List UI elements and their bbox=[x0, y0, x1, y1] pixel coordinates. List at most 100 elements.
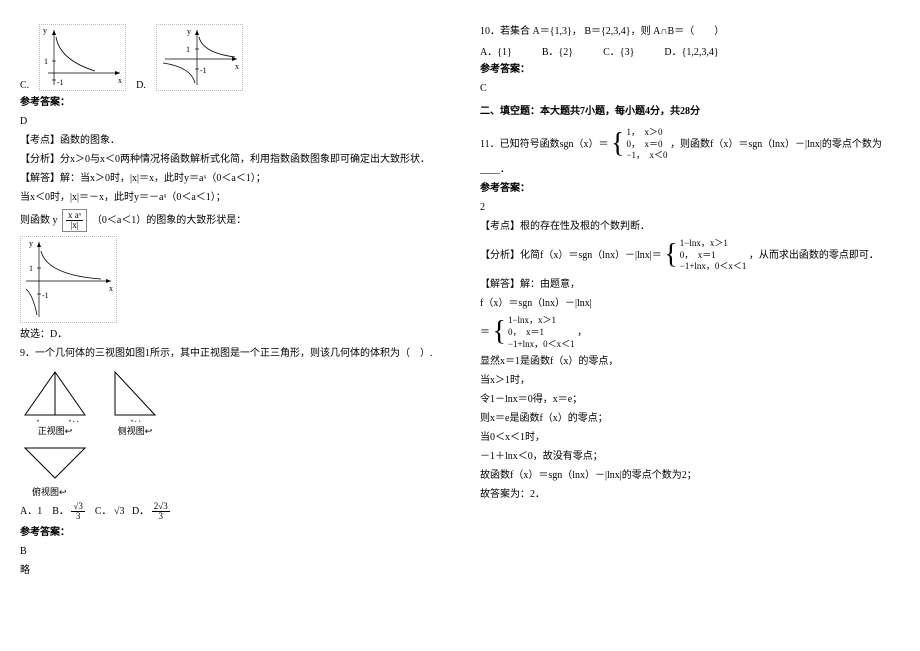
q11-cases: 1， x＞0 0， x＝0 −1， x＜0 bbox=[626, 127, 667, 162]
opt-b-den: 3 bbox=[71, 512, 84, 521]
fx-c2: 0， x＝1 bbox=[680, 250, 716, 260]
right-column: 10．若集合 A＝{1,3}， B＝{2,3,4}，则 A∩B＝（ ） A．{1… bbox=[480, 20, 900, 582]
q10-options: A．{1} B．{2} C．{3} D．{1,2,3,4} bbox=[480, 43, 900, 58]
r-l7: 则x＝e是函数f（x）的零点； bbox=[480, 411, 900, 426]
opt-c-pre: C． bbox=[95, 506, 112, 517]
brace-icon-3: { bbox=[493, 321, 506, 343]
svg-text:-1: -1 bbox=[42, 291, 49, 300]
opt-b-frac: √3 3 bbox=[71, 502, 84, 521]
gu-xuan: 故选：D． bbox=[20, 327, 440, 342]
svg-text:1: 1 bbox=[36, 418, 40, 422]
answer-label-2: 参考答案： bbox=[20, 525, 440, 540]
page-root: C. y x 1 -1 D. bbox=[20, 20, 900, 582]
answer-value-2: B bbox=[20, 544, 440, 559]
r-l9: －1＋lnx＜0，故没有零点； bbox=[480, 449, 900, 464]
l3-c1: 1−lnx，x＞1 bbox=[508, 315, 556, 325]
top-view-svg bbox=[20, 443, 90, 483]
graph-options-cd: C. y x 1 -1 D. bbox=[20, 24, 440, 91]
svg-text:y: y bbox=[43, 26, 47, 35]
graph-c: y x 1 -1 bbox=[39, 24, 126, 91]
q10-d: D．{1,2,3,4} bbox=[664, 43, 718, 58]
svg-text:1: 1 bbox=[44, 57, 48, 66]
func-den: |x| bbox=[66, 221, 83, 230]
r-l10: 故函数f（x）＝sgn（lnx）－|lnx|的零点个数为2； bbox=[480, 468, 900, 483]
kaodian-2: 【考点】根的存在性及根的个数判断． bbox=[480, 219, 900, 234]
l3-cases: 1−lnx，x＞1 0， x＝1 −1+lnx，0＜x＜1 bbox=[508, 315, 575, 350]
section-2-title: 二、填空题：本大题共7小题，每小题4分，共28分 bbox=[480, 104, 900, 119]
brace-icon: { bbox=[611, 133, 624, 155]
graph-c-svg: y x 1 -1 bbox=[40, 25, 125, 90]
jieda-1a: 【解答】解：当x＞0时，|x|＝x，此时y＝aˣ（0＜a＜1）； bbox=[20, 171, 440, 186]
fenxi-pre: 【分析】化简f（x）＝sgn（lnx）－|lnx|＝ bbox=[480, 250, 662, 261]
fenxi-2: 【分析】化简f（x）＝sgn（lnx）－|lnx|＝ { 1−lnx，x＞1 0… bbox=[480, 238, 900, 273]
q11-brace-block: { 1， x＞0 0， x＝0 −1， x＜0 bbox=[611, 127, 668, 162]
graph-merged: 1 -1 y x bbox=[20, 236, 117, 323]
r-l5: 当x＞1时， bbox=[480, 373, 900, 388]
left-column: C. y x 1 -1 D. bbox=[20, 20, 440, 582]
q10-c: C．{3} bbox=[603, 43, 634, 58]
graph-merged-svg: 1 -1 y x bbox=[21, 237, 116, 322]
q10-a: A．{1} bbox=[480, 43, 512, 58]
jieda-1b: 当x＜0时，|x|＝－x，此时y＝－aˣ（0＜a＜1）； bbox=[20, 190, 440, 205]
l3-post: ， bbox=[577, 327, 587, 338]
answer-label-3: 参考答案： bbox=[480, 62, 900, 77]
func-post: （0＜a＜1）的图象的大致形状是： bbox=[92, 215, 246, 226]
r-l2: f（x）＝sgn（lnx）－|lnx| bbox=[480, 296, 900, 311]
r-l8: 当0＜x＜1时， bbox=[480, 430, 900, 445]
func-fraction: x aˣ |x| bbox=[66, 211, 83, 230]
main-view-label: 正视图↩ bbox=[20, 424, 90, 437]
opt-d-den: 3 bbox=[152, 512, 170, 521]
l3-brace-block: { 1−lnx，x＞1 0， x＝1 −1+lnx，0＜x＜1 bbox=[493, 315, 575, 350]
q11-c1: 1， x＞0 bbox=[626, 127, 662, 137]
svg-text:x: x bbox=[118, 76, 122, 85]
q9-options: A．1 B． √3 3 C． √3 D． 2√3 3 bbox=[20, 502, 440, 521]
svg-text:x: x bbox=[109, 284, 113, 293]
fenxi-brace-block: { 1−lnx，x＞1 0， x＝1 −1+lnx，0＜x＜1 bbox=[664, 238, 746, 273]
fx-c3: −1+lnx，0＜x＜1 bbox=[680, 261, 747, 271]
brace-icon-2: { bbox=[664, 244, 677, 266]
q11-c3: −1， x＜0 bbox=[626, 150, 667, 160]
svg-text:1: 1 bbox=[29, 264, 33, 273]
side-view-svg: 1↩ bbox=[110, 367, 160, 422]
opt-d-frac: 2√3 3 bbox=[152, 502, 170, 521]
r-l11: 故答案为：2． bbox=[480, 487, 900, 502]
kaodian-1: 【考点】函数的图象． bbox=[20, 133, 440, 148]
q11-line: 11．已知符号函数sgn（x）＝ { 1， x＞0 0， x＝0 −1， x＜0… bbox=[480, 127, 900, 177]
side-view: 1↩ 侧视图↩ bbox=[110, 367, 160, 437]
func-line: 则函数 y x aˣ |x| （0＜a＜1）的图象的大致形状是： bbox=[20, 209, 440, 232]
svg-text:1: 1 bbox=[186, 45, 190, 54]
q10-text: 10．若集合 A＝{1,3}， B＝{2,3,4}，则 A∩B＝（ ） bbox=[480, 24, 900, 39]
q11-pre: 11．已知符号函数sgn（x）＝ bbox=[480, 139, 609, 150]
main-view-svg: 1 1↩ bbox=[20, 367, 90, 422]
main-view: 1 1↩ 正视图↩ bbox=[20, 367, 90, 437]
r-l4: 显然x＝1是函数f（x）的零点， bbox=[480, 354, 900, 369]
svg-text:-1: -1 bbox=[200, 66, 207, 75]
svg-text:-1: -1 bbox=[57, 78, 64, 87]
r-l6: 令1－lnx＝0得，x＝e； bbox=[480, 392, 900, 407]
q9-text: 9．一个几何体的三视图如图1所示，其中正视图是一个正三角形，则该几何体的体积为（… bbox=[20, 346, 440, 361]
l3-c2: 0， x＝1 bbox=[508, 327, 544, 337]
r-l3: ＝ { 1−lnx，x＞1 0， x＝1 −1+lnx，0＜x＜1 ， bbox=[480, 315, 900, 350]
opt-b-pre: B． bbox=[52, 506, 69, 517]
tri-row-1: 1 1↩ 正视图↩ 1↩ 侧视图↩ bbox=[20, 367, 440, 437]
l3-eq: ＝ bbox=[480, 327, 490, 338]
answer-label-4: 参考答案： bbox=[480, 181, 900, 196]
func-pre: 则函数 y bbox=[20, 215, 58, 226]
opt-c-val: √3 bbox=[114, 506, 125, 517]
svg-text:x: x bbox=[235, 62, 239, 71]
fenxi-post: ，从而求出函数的零点即可． bbox=[749, 250, 879, 261]
q11-c2: 0， x＝0 bbox=[626, 139, 662, 149]
answer-value-3: C bbox=[480, 81, 900, 96]
fx-c1: 1−lnx，x＞1 bbox=[680, 238, 728, 248]
answer-value-1: D bbox=[20, 114, 440, 129]
graph-d: 1 -1 y x bbox=[156, 24, 243, 91]
fenxi-cases: 1−lnx，x＞1 0， x＝1 −1+lnx，0＜x＜1 bbox=[680, 238, 747, 273]
option-d-label: D. bbox=[136, 80, 146, 91]
fenxi-1: 【分析】分x＞0与x＜0两种情况将函数解析式化简，利用指数函数图象即可确定出大致… bbox=[20, 152, 440, 167]
answer-label-1: 参考答案： bbox=[20, 95, 440, 110]
jieda-2: 【解答】解：由题意， bbox=[480, 277, 900, 292]
graph-d-svg: 1 -1 y x bbox=[157, 25, 242, 90]
answer-value-4: 2 bbox=[480, 200, 900, 215]
top-view-label: 俯视图↩ bbox=[32, 485, 440, 498]
opt-a: A．1 bbox=[20, 506, 42, 517]
